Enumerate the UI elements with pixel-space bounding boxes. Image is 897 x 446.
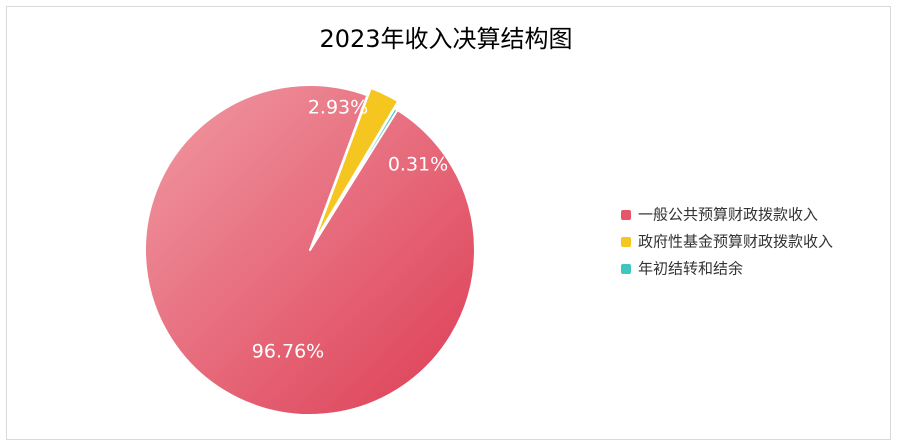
chart-title: 2023年收入决算结构图 (319, 25, 572, 53)
data-label: 0.31% (388, 154, 448, 176)
legend-label: 年初结转和结余 (638, 260, 743, 278)
legend-label: 政府性基金预算财政拨款收入 (638, 233, 833, 251)
legend-swatch (621, 210, 631, 220)
legend-swatch (621, 264, 631, 274)
data-label: 2.93% (308, 97, 368, 119)
pie-slice (312, 87, 400, 244)
data-label: 96.76% (252, 341, 324, 363)
pie-slice (309, 107, 399, 251)
legend-label: 一般公共预算财政拨款收入 (638, 206, 818, 224)
legend-swatch (621, 237, 631, 247)
